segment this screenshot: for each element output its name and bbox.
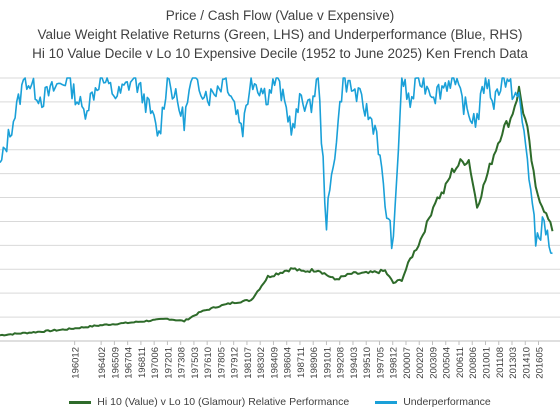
legend-swatch-green bbox=[69, 400, 92, 404]
legend-label-underperformance: Underperformance bbox=[403, 396, 491, 408]
x-tick-label: 199705 bbox=[375, 347, 386, 379]
title-line-2: Value Weight Relative Returns (Green, LH… bbox=[37, 27, 523, 42]
x-tick-label: 197503 bbox=[190, 347, 201, 379]
legend-label-relative-performance: Hi 10 (Value) v Lo 10 (Glamour) Relative… bbox=[97, 396, 350, 408]
x-tick-label: 197308 bbox=[177, 347, 188, 379]
x-tick-label: 198302 bbox=[256, 347, 267, 379]
x-tick-label: 199510 bbox=[362, 347, 373, 379]
x-tick-label: 198107 bbox=[243, 347, 254, 379]
x-tick-label: 199403 bbox=[349, 347, 360, 379]
legend-item-underperformance: Underperformance bbox=[375, 396, 491, 408]
x-tick-label: 196402 bbox=[97, 347, 108, 379]
title-line-3: Hi 10 Value Decile v Lo 10 Expensive Dec… bbox=[32, 46, 528, 61]
legend: Hi 10 (Value) v Lo 10 (Glamour) Relative… bbox=[0, 396, 560, 408]
x-tick-label: 197610 bbox=[203, 347, 214, 379]
x-tick-label: 198604 bbox=[283, 347, 294, 379]
x-tick-label: 201410 bbox=[521, 347, 532, 379]
x-tick-label: 198906 bbox=[309, 347, 320, 379]
underperformance-line bbox=[0, 77, 553, 255]
x-tick-label: 200611 bbox=[455, 347, 466, 378]
x-tick-label: 201303 bbox=[508, 347, 519, 379]
x-tick-label: 199101 bbox=[322, 347, 333, 379]
x-tick-label: 196012 bbox=[71, 347, 82, 379]
legend-item-relative-performance: Hi 10 (Value) v Lo 10 (Glamour) Relative… bbox=[69, 396, 349, 408]
x-tick-label: 200309 bbox=[428, 347, 439, 379]
x-tick-label: 197912 bbox=[230, 347, 241, 379]
x-tick-label: 197805 bbox=[216, 347, 227, 379]
relative-performance-line bbox=[0, 85, 554, 337]
chart-title: Price / Cash Flow (Value v Expensive) Va… bbox=[0, 6, 560, 63]
title-line-1: Price / Cash Flow (Value v Expensive) bbox=[165, 8, 395, 23]
x-tick-label: 200007 bbox=[402, 347, 413, 379]
x-tick-label: 201001 bbox=[482, 347, 493, 379]
x-tick-label: 199812 bbox=[389, 347, 400, 379]
x-tick-label: 196704 bbox=[124, 347, 135, 379]
x-tick-label: 200806 bbox=[468, 347, 479, 379]
x-tick-label: 200202 bbox=[415, 347, 426, 379]
x-tick-label: 198711 bbox=[296, 347, 307, 378]
legend-swatch-blue bbox=[375, 400, 398, 404]
x-tick-label: 197006 bbox=[150, 347, 161, 379]
x-tick-label: 200504 bbox=[442, 347, 453, 379]
x-tick-label: 196509 bbox=[110, 347, 121, 379]
x-tick-label: 201108 bbox=[495, 347, 506, 378]
x-tick-label: 197201 bbox=[163, 347, 174, 379]
x-tick-label: 201605 bbox=[535, 347, 546, 379]
x-tick-label: 196811 bbox=[137, 347, 148, 378]
x-tick-label: 199208 bbox=[336, 347, 347, 379]
x-tick-label: 198409 bbox=[269, 347, 280, 379]
